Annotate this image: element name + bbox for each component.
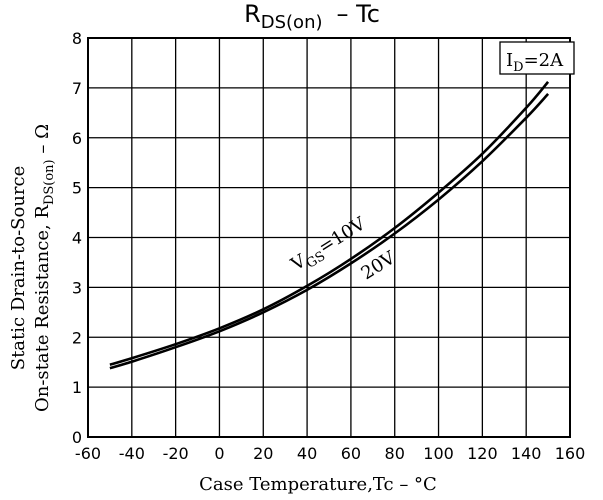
x-tick-label: -40 [119,444,145,463]
y-axis-ticks: 0 1 2 3 4 5 6 7 8 [72,29,82,447]
y-tick-label: 0 [72,428,82,447]
y-axis-label: Static Drain-to-Source On-state Resistan… [8,124,57,412]
x-tick-label: 140 [511,444,542,463]
y-tick-label: 5 [72,179,82,198]
series-line-vgs-10v [109,81,550,366]
x-tick-label: 80 [385,444,405,463]
x-tick-label: 160 [555,444,586,463]
condition-box [499,41,575,75]
y-tick-label: 6 [72,129,82,148]
x-tick-label: 100 [423,444,454,463]
x-tick-label: -20 [163,444,189,463]
y-tick-label: 1 [72,378,82,397]
x-tick-label: 20 [253,444,273,463]
plot-frame [87,37,571,438]
x-axis-ticks: -60 -40 -20 0 20 40 60 80 100 120 140 160 [75,444,585,463]
x-tick-label: 120 [467,444,498,463]
condition-label: ID=2A [506,50,564,75]
y-tick-label: 8 [72,29,82,48]
y-tick-label: 3 [72,278,82,297]
y-tick-label: 4 [72,229,82,248]
x-tick-label: 0 [214,444,224,463]
y-axis-label-line2: On-state Resistance, RDS(on) – Ω [32,124,57,412]
x-tick-label: 40 [297,444,317,463]
series-line-vgs-20v [109,93,550,370]
series-label-20v: 20V [358,247,400,284]
chart-title: RDS(on) – Tc [244,0,380,33]
x-tick-label: -60 [75,444,101,463]
y-axis-label-line1: Static Drain-to-Source [8,166,29,371]
y-tick-label: 7 [72,79,82,98]
series [109,81,550,370]
y-tick-label: 2 [72,328,82,347]
x-tick-label: 60 [341,444,361,463]
x-axis-label: Case Temperature,Tc – °C [199,474,437,495]
